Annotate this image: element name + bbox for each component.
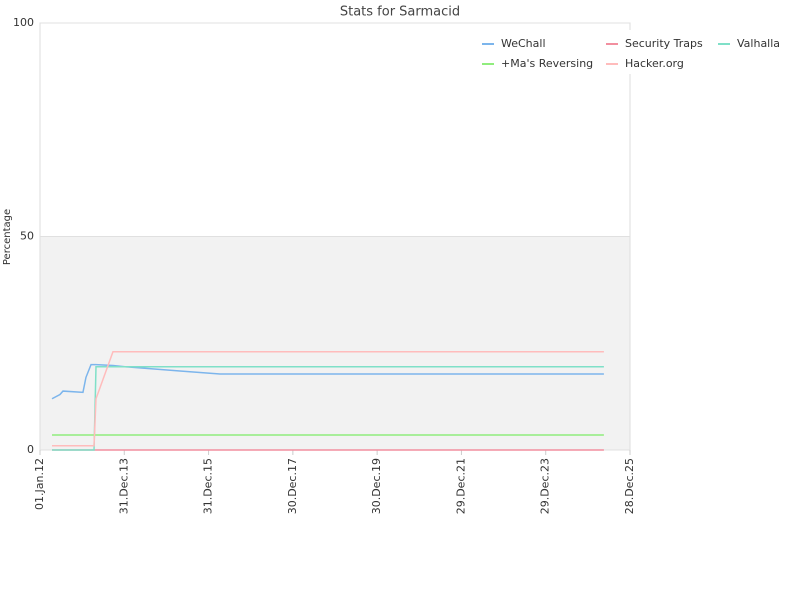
legend-label: +Ma's Reversing [501,57,593,70]
y-tick-label: 50 [20,230,34,243]
legend-box [476,30,786,74]
legend-label: Security Traps [625,37,703,50]
y-axis-label: Percentage [2,209,13,265]
series-line [51,363,604,400]
x-tick-label: 30.Dec.17 [286,458,299,514]
x-tick-label: 30.Dec.19 [370,458,383,514]
x-tick-label: 01.Jan.12 [33,458,46,510]
x-tick-label: 31.Dec.15 [202,458,215,514]
plot-band [40,236,630,450]
x-tick-label: 28.Dec.25 [623,458,636,514]
chart-title: Stats for Sarmacid [340,5,460,20]
y-tick-label: 0 [27,443,34,456]
legend-label: Hacker.org [625,57,684,70]
x-tick-label: 29.Dec.21 [454,458,467,514]
legend: WeChall Security Traps Valhalla +Ma's Rever… [476,30,786,74]
x-tick-label: 31.Dec.13 [117,458,130,514]
legend-label: Valhalla [737,37,780,50]
series-line [52,351,604,447]
y-tick-label: 100 [13,16,34,29]
series-line [52,365,604,451]
x-tick-label: 29.Dec.23 [539,458,552,514]
legend-label: WeChall [501,37,546,50]
